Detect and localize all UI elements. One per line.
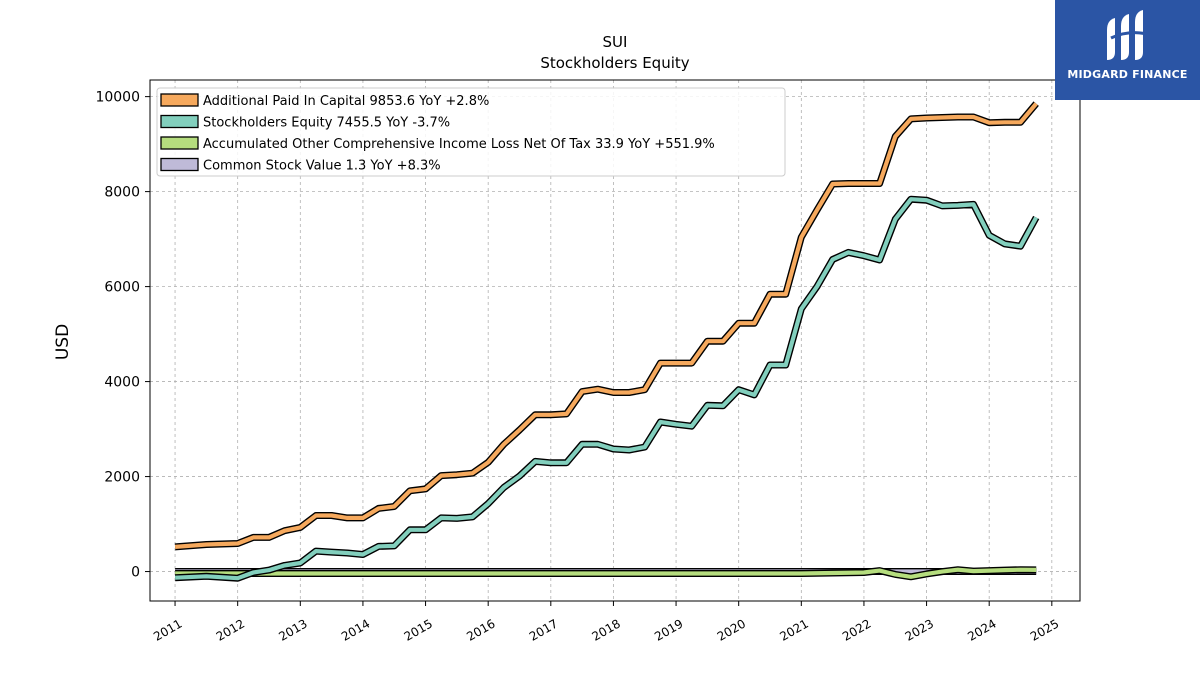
y-tick-label: 4000 <box>104 375 140 391</box>
chart-title: SUI <box>603 33 628 51</box>
legend-entry-0: Additional Paid In Capital 9853.6 YoY +2… <box>203 94 489 109</box>
series-line-1 <box>175 197 1039 581</box>
legend-swatch-1 <box>160 114 199 129</box>
y-tick-label: 6000 <box>104 280 140 296</box>
x-tick-label: 2019 <box>652 616 685 643</box>
y-axis-label: USD <box>53 324 73 360</box>
logo-mark-icon <box>1107 10 1148 60</box>
legend-entry-1: Stockholders Equity 7455.5 YoY -3.7% <box>203 116 450 131</box>
y-tick-label: 2000 <box>104 470 140 486</box>
x-tick-label: 2014 <box>339 616 372 643</box>
y-tick-label: 10000 <box>95 90 140 106</box>
series-line-0 <box>174 102 1038 549</box>
legend-entry-2: Accumulated Other Comprehensive Income L… <box>203 137 715 152</box>
logo-text: MIDGARD FINANCE <box>1067 68 1188 81</box>
x-tick-label: 2020 <box>715 616 748 643</box>
x-tick-label: 2012 <box>214 616 247 643</box>
x-tick-label: 2025 <box>1028 616 1061 643</box>
chart-subtitle: Stockholders Equity <box>540 54 689 72</box>
x-tick-label: 2022 <box>840 616 873 643</box>
x-tick-label: 2017 <box>527 616 560 643</box>
x-tick-label: 2023 <box>903 616 936 643</box>
plot-frame <box>149 79 1081 602</box>
legend: Additional Paid In Capital 9853.6 YoY +2… <box>156 87 786 177</box>
legend-box <box>156 87 786 177</box>
x-tick-label: 2011 <box>151 616 184 643</box>
x-tick-label: 2018 <box>589 616 622 643</box>
series-line-2 <box>175 567 1037 579</box>
legend-swatch-3 <box>160 157 199 172</box>
legend-entry-3: Common Stock Value 1.3 YoY +8.3% <box>203 159 441 174</box>
x-tick-label: 2024 <box>965 616 998 643</box>
series-layer <box>174 101 1040 582</box>
x-tick-label: 2015 <box>402 616 435 643</box>
x-tick-label: 2016 <box>464 616 497 643</box>
x-tick-label: 2021 <box>777 616 810 643</box>
y-tick-label: 0 <box>131 565 140 581</box>
legend-swatch-2 <box>160 136 199 150</box>
x-tick-label: 2013 <box>276 616 309 643</box>
legend-swatch-0 <box>160 93 199 107</box>
midgard-finance-logo: MIDGARD FINANCE <box>1055 0 1200 100</box>
y-tick-label: 8000 <box>104 185 140 201</box>
